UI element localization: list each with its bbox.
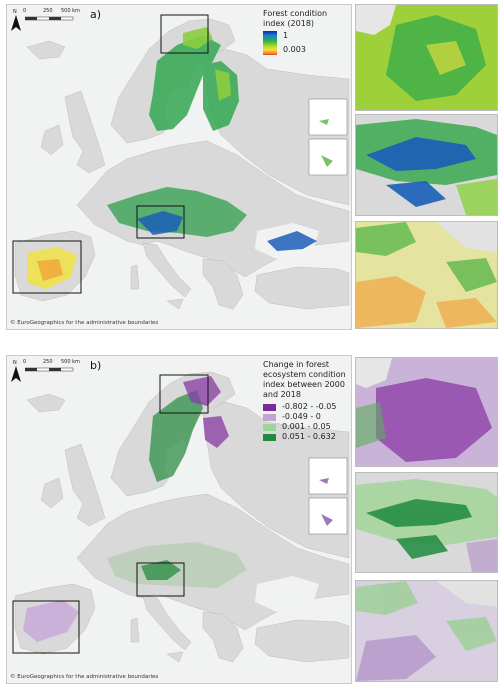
zoom-inset-b-alps-map: [356, 473, 497, 572]
credit-a: © EuroGeographics for the administrative…: [10, 320, 159, 326]
legend-b-class-0: -0.802 - -0.05: [263, 402, 349, 412]
legend-a-gradient: [263, 31, 277, 55]
scale-bar-icon: [25, 367, 74, 372]
zoom-inset-b-north: [355, 357, 498, 467]
zoom-inset-b-iberia-map: [356, 581, 497, 681]
zoom-inset-b-north-map: [356, 358, 497, 466]
legend-swatch: [263, 423, 276, 431]
north-arrow-icon: [11, 15, 21, 31]
europe-forest-change-map: [12, 371, 350, 663]
legend-a-max: 1: [283, 31, 289, 40]
legend-swatch: [263, 403, 276, 411]
scale-tick-250: 250: [43, 359, 53, 365]
scale-tick-500: 500 km: [61, 359, 80, 365]
legend-a-title: Forest condition index (2018): [263, 9, 328, 28]
zoom-inset-a-north: [355, 4, 498, 111]
legend-swatch: [263, 413, 276, 421]
map-panel-b: N 0 250 500 km b) Change in forest ecosy…: [6, 355, 352, 684]
scale-bar-icon: [25, 16, 74, 21]
zoom-inset-b-alps: [355, 472, 498, 573]
legend-b-class-3: 0.051 - 0.632: [263, 432, 349, 442]
legend-b-class-2-label: 0.001 - 0.05: [282, 422, 331, 431]
legend-b-class-3-label: 0.051 - 0.632: [282, 432, 336, 441]
legend-b: Change in forest ecosystem condition ind…: [263, 360, 349, 442]
map-panel-a: N 0 250 500 km a) Forest condition index…: [6, 4, 352, 330]
zoom-inset-a-north-map: [356, 5, 497, 110]
zoom-inset-a-iberia: [355, 221, 498, 329]
legend-b-title: Change in forest ecosystem condition ind…: [263, 360, 346, 399]
panel-label-a: a): [90, 8, 102, 21]
zoom-inset-a-iberia-map: [356, 222, 497, 328]
legend-b-class-2: 0.001 - 0.05: [263, 422, 349, 432]
credit-b: © EuroGeographics for the administrative…: [10, 674, 159, 680]
legend-b-class-0-label: -0.802 - -0.05: [282, 402, 337, 411]
north-arrow-icon: [11, 366, 21, 382]
scale-tick-0: 0: [23, 8, 27, 14]
legend-swatch: [263, 433, 276, 441]
north-arrow-label: N: [13, 9, 17, 15]
zoom-inset-a-alps: [355, 114, 498, 216]
legend-b-class-1-label: -0.049 - 0: [282, 412, 321, 421]
panel-label-b: b): [90, 359, 102, 372]
scale-tick-0: 0: [23, 359, 27, 365]
legend-a: Forest condition index (2018) 1 0.003: [263, 9, 349, 57]
zoom-inset-a-alps-map: [356, 115, 497, 215]
north-arrow-label-b: N: [13, 360, 17, 366]
scale-tick-500: 500 km: [61, 8, 80, 14]
legend-a-min: 0.003: [283, 45, 306, 54]
europe-forest-condition-map: [12, 14, 350, 310]
legend-b-class-1: -0.049 - 0: [263, 412, 349, 422]
zoom-inset-b-iberia: [355, 580, 498, 682]
scale-tick-250: 250: [43, 8, 53, 14]
